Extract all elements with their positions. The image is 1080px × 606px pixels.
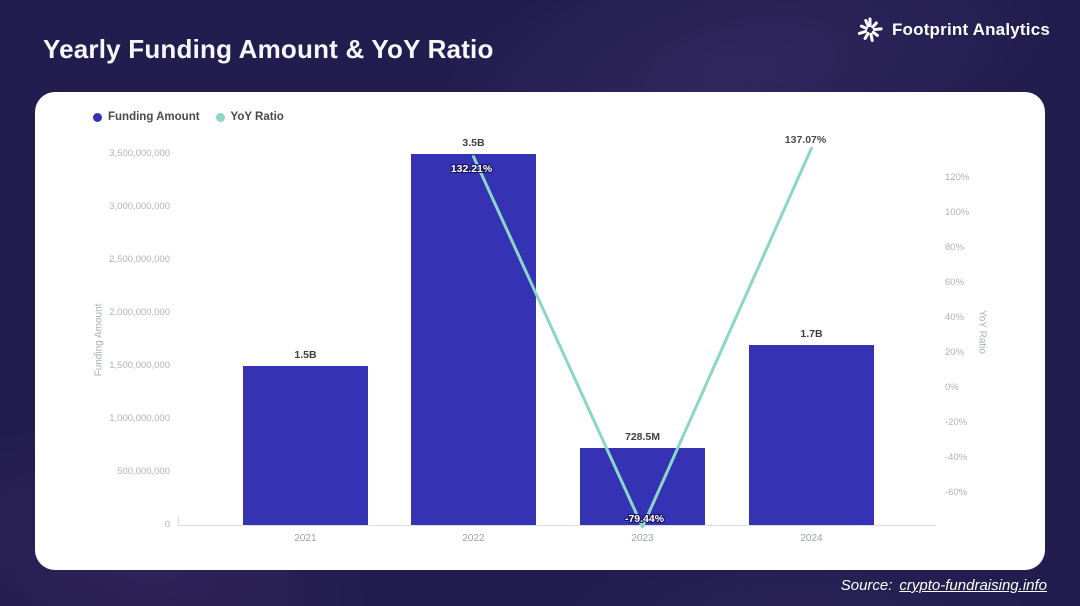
left-axis-tick-label: 3,500,000,000: [109, 148, 170, 159]
right-axis-tick-label: -60%: [945, 487, 968, 498]
x-axis-label: 2022: [462, 533, 485, 544]
x-axis-label: 2023: [631, 533, 654, 544]
brand-name: Footprint Analytics: [891, 20, 1050, 39]
x-axis-label: 2024: [800, 533, 823, 544]
x-axis-label: 2021: [294, 533, 317, 544]
x-axis-line: [178, 525, 936, 526]
source-attribution: Source: crypto-fundraising.info: [841, 577, 1047, 594]
funding-amount-bar[interactable]: [243, 366, 368, 525]
right-axis-tick-label: 20%: [945, 347, 965, 358]
right-axis-tick-label: 0%: [945, 382, 959, 393]
right-axis-tick-label: 100%: [945, 207, 970, 218]
chart-plot-area: 3,500,000,000 3,000,000,000 2,500,000,000 2…: [35, 92, 1045, 570]
source-prefix: Source:: [840, 577, 893, 594]
funding-amount-bar[interactable]: [411, 154, 536, 525]
line-value-label: 132.21%: [450, 162, 493, 175]
left-axis-tick-label: 0: [164, 519, 170, 530]
right-axis-tick-label: 60%: [945, 277, 965, 288]
legend-item-yoy-ratio[interactable]: YoY Ratio: [215, 111, 284, 123]
legend-item-funding-amount[interactable]: Funding Amount: [93, 111, 200, 123]
right-axis-tick-label: 80%: [945, 242, 965, 253]
left-axis-tick-label: 2,500,000,000: [109, 254, 170, 265]
bar-value-label: 1.5B: [294, 349, 317, 361]
right-axis-tick-label: 40%: [945, 312, 965, 323]
line-value-label: -79.44%: [624, 513, 665, 526]
right-axis-tick-label: -20%: [945, 417, 968, 428]
bar-value-label: 1.7B: [800, 327, 823, 340]
right-axis-title: YoY Ratio: [976, 310, 988, 354]
legend-label: Funding Amount: [108, 111, 200, 123]
yoy-ratio-legend-dot-icon: [215, 112, 225, 122]
funding-amount-legend-dot-icon: [93, 112, 102, 122]
yoy-ratio-line: [472, 146, 813, 529]
bar-value-label: 3.5B: [462, 137, 485, 149]
left-axis-tick-label: 500,000,000: [117, 466, 170, 477]
left-axis-tick-label: 1,000,000,000: [109, 413, 170, 424]
funding-amount-bar[interactable]: [749, 344, 874, 525]
left-axis-tick-label: 3,000,000,000: [109, 201, 170, 212]
source-link[interactable]: crypto-fundraising.info: [899, 577, 1047, 594]
legend-label: YoY Ratio: [230, 111, 284, 123]
line-value-label: 137.07%: [784, 134, 827, 147]
right-axis-tick-label: 120%: [945, 172, 970, 183]
right-axis-tick-label: -40%: [945, 452, 968, 463]
left-axis-tick-label: 1,500,000,000: [109, 360, 170, 371]
left-axis-tick-label: 2,000,000,000: [109, 307, 170, 318]
chart-card: Funding Amount YoY Ratio Funding Amount …: [35, 92, 1045, 570]
x-axis-start-tick: [178, 517, 179, 525]
page-title: Yearly Funding Amount & YoY Ratio: [43, 34, 494, 64]
brand-logo: Footprint Analytics: [855, 15, 1050, 45]
chart-legend: Funding Amount YoY Ratio: [93, 111, 284, 123]
bar-value-label: 728.5M: [624, 430, 661, 443]
footprint-logo-icon: [855, 15, 885, 45]
